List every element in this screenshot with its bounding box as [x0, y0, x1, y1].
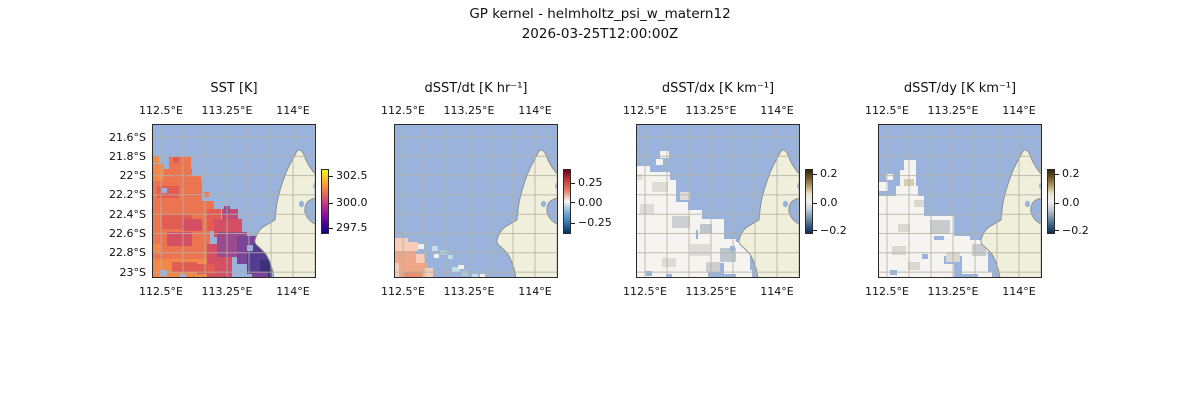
colorbar-tick-label: 0.0 [820, 196, 838, 210]
y-tick-label: 21.8°S [109, 149, 146, 163]
x-tick-label-top: 114°E [760, 104, 794, 117]
y-tick-label: 22.6°S [109, 227, 146, 240]
colorbar-tick-label: 0.2 [820, 167, 838, 181]
x-tick-label-top: 114°E [1002, 104, 1036, 117]
colorbar [1047, 169, 1055, 234]
panel-title: dSST/dt [K hr⁻¹] [424, 81, 528, 96]
colorbar-tick-label: 0.25 [578, 176, 603, 190]
map-plot [878, 124, 1042, 278]
x-tick-label-top: 114°E [518, 104, 552, 117]
colorbar-tick-mark [1055, 230, 1059, 232]
colorbar-tick-mark [571, 182, 575, 184]
figure-subtitle: 2026-03-25T12:00:00Z [521, 26, 679, 42]
lagoon [540, 200, 547, 208]
axes-frame [878, 124, 1042, 278]
x-tick-label-bottom: 113.25°E [927, 285, 979, 298]
y-tick-label: 22.8°S [109, 246, 146, 260]
colorbar-tick-mark [1055, 173, 1059, 175]
panel-title: SST [K] [210, 81, 258, 96]
colorbar [563, 169, 571, 234]
y-tick-label: 21.6°S [109, 130, 146, 144]
colorbar-tick-mark [571, 202, 575, 204]
colorbar-tick-mark [813, 230, 817, 232]
x-tick-label-top: 113.25°E [927, 104, 979, 117]
x-tick-label-bottom: 114°E [1002, 285, 1036, 298]
panel-title: dSST/dy [K km⁻¹] [903, 81, 1017, 96]
colorbar-tick-mark [813, 173, 817, 175]
lagoon [298, 200, 305, 208]
x-tick-label-top: 112.5°E [865, 104, 909, 117]
colorbar [321, 169, 329, 234]
x-tick-label-top: 112.5°E [623, 104, 667, 117]
colorbar-tick-label: 302.5 [336, 169, 368, 183]
x-tick-label-bottom: 112.5°E [139, 285, 183, 298]
lagoon [1024, 200, 1031, 208]
y-tick-label: 22.4°S [109, 207, 146, 221]
x-tick-label-bottom: 112.5°E [865, 285, 909, 298]
y-tick-label: 22.2°S [109, 188, 146, 202]
colorbar-tick-mark [1055, 202, 1059, 204]
colorbar-tick-label: 297.5 [336, 221, 368, 235]
x-tick-label-top: 113.25°E [201, 104, 253, 117]
colorbar-tick-mark [329, 227, 333, 229]
x-tick-label-bottom: 112.5°E [381, 285, 425, 298]
colorbar-tick-mark [329, 202, 333, 204]
x-tick-label-bottom: 114°E [760, 285, 794, 298]
map-plot [636, 124, 800, 278]
map-plot [394, 124, 558, 278]
x-tick-label-top: 113.25°E [443, 104, 495, 117]
colorbar-tick-label: −0.2 [1062, 223, 1089, 237]
x-tick-label-bottom: 114°E [518, 285, 552, 298]
axes-frame [394, 124, 558, 278]
x-tick-label-bottom: 113.25°E [201, 285, 253, 298]
colorbar [805, 169, 813, 234]
figure-title: GP kernel - helmholtz_psi_w_matern12 [469, 6, 731, 22]
graticule [394, 124, 558, 278]
colorbar-tick-label: 300.0 [336, 196, 368, 210]
y-tick-label: 23°S [119, 265, 146, 279]
y-tick-label: 22°S [119, 169, 146, 183]
x-tick-label-bottom: 113.25°E [443, 285, 495, 298]
x-tick-label-bottom: 113.25°E [685, 285, 737, 298]
x-tick-label-top: 112.5°E [139, 104, 183, 117]
colorbar-tick-label: 0.00 [578, 195, 603, 209]
colorbar-tick-mark [329, 175, 333, 177]
colorbar-tick-label: 0.2 [1062, 167, 1080, 181]
x-tick-label-top: 114°E [276, 104, 310, 117]
panel-title: dSST/dx [K km⁻¹] [661, 81, 775, 96]
map-plot [152, 124, 316, 278]
x-tick-label-bottom: 112.5°E [623, 285, 667, 298]
x-tick-label-bottom: 114°E [276, 285, 310, 298]
colorbar-tick-label: 0.0 [1062, 196, 1080, 210]
x-tick-label-top: 112.5°E [381, 104, 425, 117]
lagoon [782, 200, 789, 208]
colorbar-tick-mark [813, 202, 817, 204]
axes-frame [636, 124, 800, 278]
x-tick-label-top: 113.25°E [685, 104, 737, 117]
colorbar-tick-label: −0.25 [578, 216, 612, 230]
graticule [636, 124, 800, 278]
axes-frame [152, 124, 316, 278]
colorbar-tick-label: −0.2 [820, 223, 847, 237]
colorbar-tick-mark [571, 222, 575, 224]
